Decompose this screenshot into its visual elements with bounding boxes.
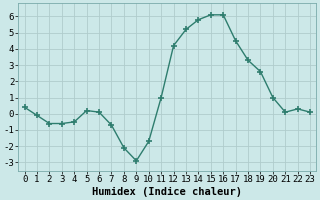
X-axis label: Humidex (Indice chaleur): Humidex (Indice chaleur) bbox=[92, 186, 242, 197]
